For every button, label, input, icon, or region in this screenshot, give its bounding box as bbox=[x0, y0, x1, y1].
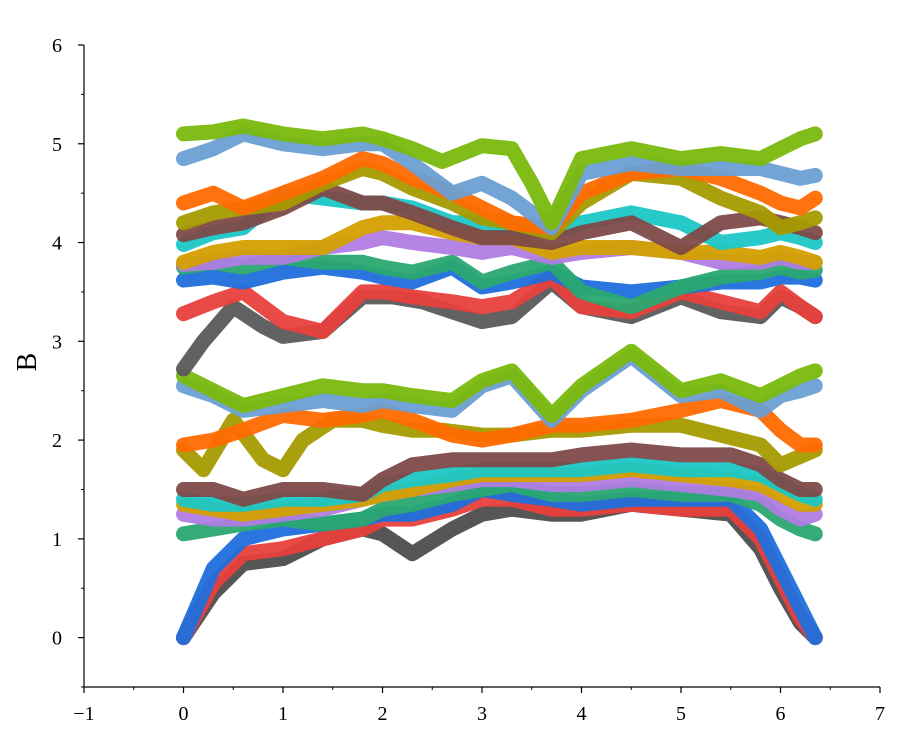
x-tick-label-2: 1 bbox=[278, 703, 288, 725]
y-axis-label: B bbox=[12, 353, 43, 372]
y-tick-label-2: 2 bbox=[52, 430, 62, 452]
x-tick-label-7: 6 bbox=[776, 703, 786, 725]
y-tick-label-5: 5 bbox=[52, 134, 62, 156]
axes: 0 1 2 3 4 5 6 −1 0 1 2 3 4 5 6 7 bbox=[52, 35, 885, 725]
x-tick-label-3: 2 bbox=[378, 703, 388, 725]
series-6-line bbox=[176, 457, 823, 512]
x-tick-label-5: 4 bbox=[577, 703, 587, 725]
series-7-line bbox=[176, 442, 823, 507]
y-tick-label-3: 3 bbox=[52, 331, 62, 353]
series-21-line bbox=[176, 151, 823, 236]
plot-area bbox=[176, 118, 823, 646]
series-11-line bbox=[176, 343, 823, 423]
x-tick-label-8: 7 bbox=[875, 703, 885, 725]
y-tick-label-4: 4 bbox=[52, 233, 62, 255]
x-tick-label-4: 3 bbox=[477, 703, 487, 725]
y-tick-label-1: 1 bbox=[52, 529, 62, 551]
series-13-line bbox=[176, 269, 823, 339]
x-tick-label-1: 0 bbox=[179, 703, 189, 725]
y-tick-label-0: 0 bbox=[52, 628, 62, 650]
x-tick-label-0: −1 bbox=[73, 703, 94, 725]
y-tick-label-6: 6 bbox=[52, 35, 62, 57]
x-tick-label-6: 5 bbox=[676, 703, 686, 725]
series-23-line bbox=[176, 118, 823, 231]
series-22-line bbox=[176, 126, 823, 236]
series-layer bbox=[176, 118, 823, 646]
